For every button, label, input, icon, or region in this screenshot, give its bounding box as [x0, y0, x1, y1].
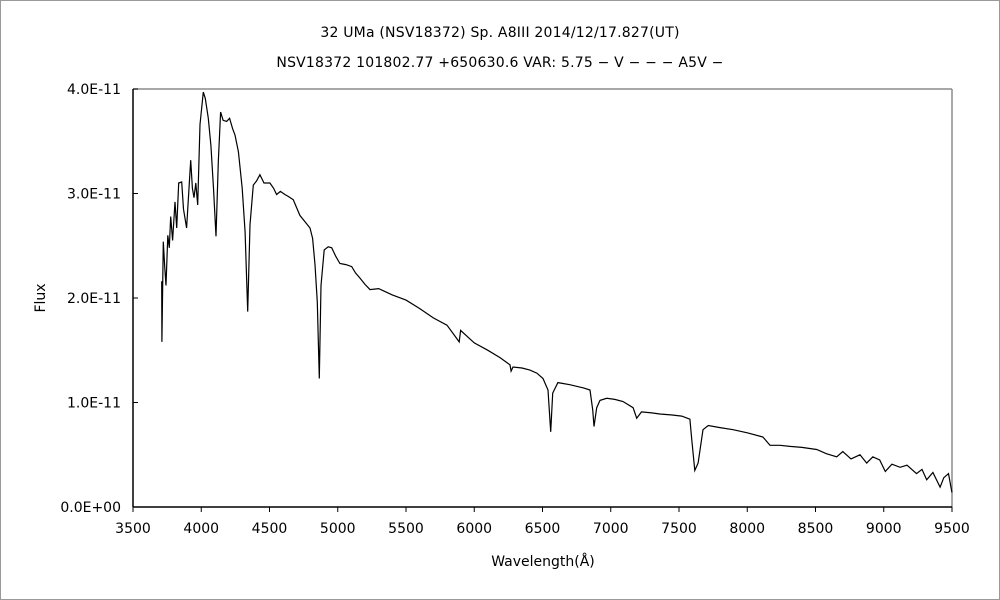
x-tick-label: 7500 [661, 521, 697, 537]
x-tick-label: 6000 [456, 521, 492, 537]
x-axis-label: Wavelength(Å) [491, 553, 595, 570]
x-tick-label: 9500 [934, 521, 970, 537]
chart-subtitle: NSV18372 101802.77 +650630.6 VAR: 5.75 −… [276, 55, 724, 71]
plot-area: 3500 4000 4500 5000 5500 6000 6500 7000 7500 8000… [60, 82, 969, 537]
x-tick-label: 9000 [866, 521, 902, 537]
x-tick-label: 7000 [593, 521, 629, 537]
y-axis-label: Flux [33, 283, 49, 312]
x-tick-label: 5500 [388, 521, 424, 537]
x-tick-label: 8000 [729, 521, 765, 537]
x-tick-label: 4000 [183, 521, 219, 537]
y-tick-label: 0.0E+00 [60, 500, 121, 516]
chart-title: 32 UMa (NSV18372) Sp. A8III 2014/12/17.8… [320, 25, 680, 41]
y-tick-label: 1.0E-11 [67, 396, 121, 412]
x-tick-label: 4500 [252, 521, 288, 537]
x-tick-label: 3500 [115, 521, 151, 537]
x-tick-label: 6500 [525, 521, 561, 537]
y-tick-label: 3.0E-11 [67, 187, 121, 203]
spectrum-line [161, 91, 953, 493]
x-tick-label: 5000 [320, 521, 356, 537]
y-tick-label: 2.0E-11 [67, 291, 121, 307]
x-tick-label: 8500 [798, 521, 834, 537]
y-tick-label: 4.0E-11 [67, 82, 121, 98]
